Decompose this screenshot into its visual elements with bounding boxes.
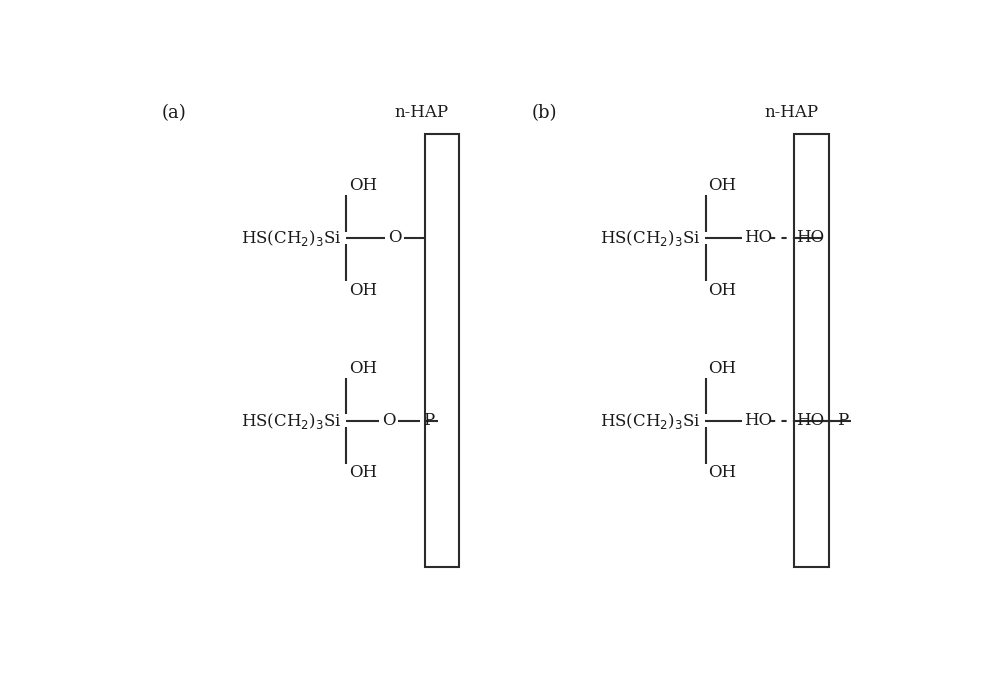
- Text: P: P: [837, 412, 848, 429]
- Text: HO: HO: [744, 412, 773, 429]
- Bar: [794, 134, 828, 567]
- Text: O: O: [387, 229, 401, 247]
- Text: O: O: [382, 412, 395, 429]
- Text: n-HAP: n-HAP: [765, 104, 819, 121]
- Text: OH: OH: [349, 281, 377, 299]
- Text: HO: HO: [744, 229, 773, 247]
- Text: OH: OH: [349, 360, 377, 377]
- Text: HO: HO: [797, 229, 824, 247]
- Text: P: P: [423, 412, 435, 429]
- Text: OH: OH: [708, 281, 736, 299]
- Text: n-HAP: n-HAP: [394, 104, 449, 121]
- Text: (a): (a): [162, 104, 186, 121]
- Text: HS(CH$_2$)$_3$Si: HS(CH$_2$)$_3$Si: [599, 228, 700, 248]
- Bar: [425, 134, 459, 567]
- Text: HS(CH$_2$)$_3$Si: HS(CH$_2$)$_3$Si: [599, 411, 700, 431]
- Text: (b): (b): [532, 104, 557, 121]
- Text: OH: OH: [708, 177, 736, 195]
- Text: OH: OH: [708, 464, 736, 481]
- Text: HS(CH$_2$)$_3$Si: HS(CH$_2$)$_3$Si: [241, 228, 341, 248]
- Text: OH: OH: [708, 360, 736, 377]
- Text: HO: HO: [797, 412, 824, 429]
- Text: OH: OH: [349, 177, 377, 195]
- Text: HS(CH$_2$)$_3$Si: HS(CH$_2$)$_3$Si: [241, 411, 341, 431]
- Text: OH: OH: [349, 464, 377, 481]
